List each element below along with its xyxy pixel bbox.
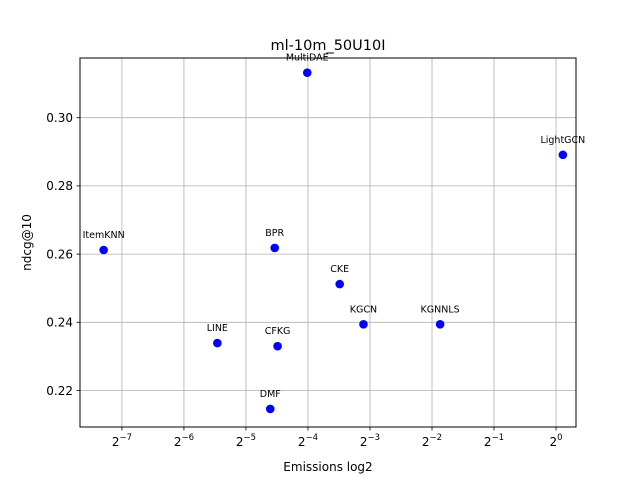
point-cke <box>335 279 344 289</box>
x-tick-label: 2−6 <box>174 433 194 449</box>
point-dmf <box>265 404 275 414</box>
point-label-cke: CKE <box>330 264 349 275</box>
x-axis-ticks: 2−7 2−6 2−5 2−4 2−3 2−2 2−1 20 <box>112 427 563 449</box>
x-tick-label: 2−2 <box>422 433 442 449</box>
x-tick-label: 20 <box>550 433 563 449</box>
point-bpr <box>270 243 280 253</box>
y-tick-label: 0.28 <box>46 179 73 193</box>
point-label-cfkg: CFKG <box>265 326 291 337</box>
x-tick-label: 2−3 <box>360 433 380 449</box>
point-label-kgnnls: KGNNLS <box>421 304 460 315</box>
point-label-lightgcn: LightGCN <box>540 135 585 146</box>
y-tick-label: 0.22 <box>46 384 73 398</box>
point-label-line: LINE <box>207 323 228 334</box>
plot-area-frame <box>79 57 577 428</box>
point-multidae <box>302 68 312 77</box>
point-line <box>213 338 222 348</box>
point-kgcn <box>359 320 368 329</box>
point-kgnnls <box>435 320 445 329</box>
data-points <box>99 68 568 414</box>
point-label-dmf: DMF <box>260 389 281 400</box>
y-tick-label: 0.24 <box>46 316 73 330</box>
x-tick-label: 2−5 <box>236 433 256 449</box>
point-cfkg <box>273 341 282 351</box>
chart-title: ml-10m_50U10I <box>270 38 385 54</box>
y-axis-ticks: 0.22 0.24 0.26 0.28 0.30 <box>46 111 80 398</box>
x-tick-label: 2−1 <box>484 433 504 449</box>
y-tick-label: 0.30 <box>46 111 73 125</box>
y-tick-label: 0.26 <box>46 247 73 261</box>
point-label-kgcn: KGCN <box>350 304 377 315</box>
grid <box>80 58 576 427</box>
x-axis-title: Emissions log2 <box>283 460 372 474</box>
point-itemknn <box>99 245 108 255</box>
y-axis-title: ndcg@10 <box>20 214 34 271</box>
point-label-bpr: BPR <box>265 228 284 239</box>
x-tick-label: 2−7 <box>112 433 132 449</box>
point-label-itemknn: ItemKNN <box>83 230 125 241</box>
point-lightgcn <box>558 150 568 160</box>
x-tick-label: 2−4 <box>298 433 318 449</box>
